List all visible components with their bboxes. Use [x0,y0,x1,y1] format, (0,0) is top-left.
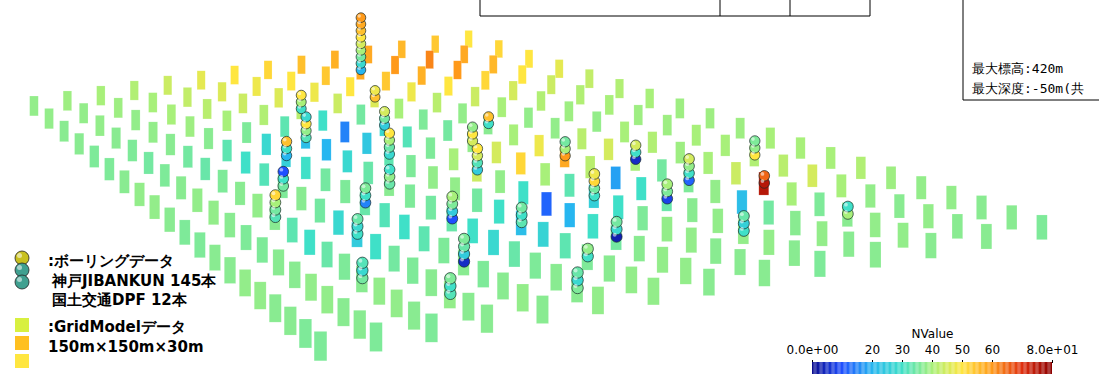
html-text:最大深度:-50m(共: 最大深度:-50m(共 [972,81,1084,96]
html-text:神戸JIBANKUN 145本: 神戸JIBANKUN 145本 [52,272,217,290]
html-text::GridModelデータ: :GridModelデータ [48,318,186,336]
html-text::ボーリングデータ: :ボーリングデータ [48,252,174,270]
html-text:最大標高:420m: 最大標高:420m [972,61,1064,76]
svg-text:50: 50 [955,343,970,357]
svg-text:20: 20 [865,343,880,357]
svg-text:60: 60 [985,343,1000,357]
html-text:国土交通DPF 12本: 国土交通DPF 12本 [52,291,187,309]
svg-text:30: 30 [895,343,910,357]
svg-text:NValue: NValue [912,327,954,341]
html-text:150m×150m×30m: 150m×150m×30m [48,338,204,356]
svg-text:40: 40 [925,343,940,357]
svg-text:0.0e+00: 0.0e+00 [787,343,839,357]
svg-text:8.0e+01: 8.0e+01 [1027,343,1079,357]
